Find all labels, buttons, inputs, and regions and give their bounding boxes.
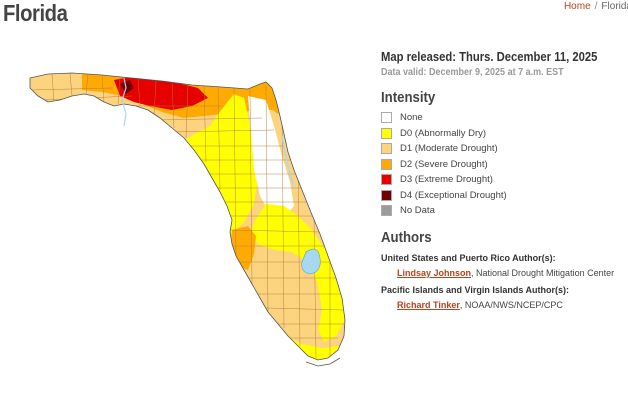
legend-item-no-data: No Data: [381, 203, 626, 219]
intensity-legend: None D0 (Abnormally Dry) D1 (Moderate Dr…: [381, 110, 626, 219]
legend-item-d3: D3 (Extreme Drought): [381, 172, 626, 188]
florida-keys: [305, 357, 341, 367]
author-link-richard-tinker[interactable]: Richard Tinker: [397, 299, 460, 310]
legend-item-d0: D0 (Abnormally Dry): [381, 126, 626, 142]
legend-swatch: [381, 158, 392, 170]
legend-swatch: [381, 143, 392, 155]
apalachicola-river: [121, 77, 127, 127]
page-title: Florida: [3, 0, 68, 26]
breadcrumb-current: Florida: [601, 1, 628, 12]
legend-item-d1: D1 (Moderate Drought): [381, 141, 626, 157]
authors-heading: Authors: [381, 228, 432, 246]
breadcrumb-home-link[interactable]: Home: [563, 1, 591, 12]
map-released-date: Map released: Thurs. December 11, 2025: [381, 50, 598, 64]
legend-swatch: [381, 127, 392, 139]
info-panel: Map released: Thurs. December 11, 2025 D…: [381, 50, 626, 310]
legend-swatch: [381, 174, 392, 186]
legend-swatch: [381, 112, 392, 124]
legend-swatch: [381, 205, 392, 217]
intensity-heading: Intensity: [381, 89, 436, 106]
drought-map: [22, 66, 354, 392]
drought-areas: [30, 73, 345, 360]
county-lines: [30, 73, 345, 359]
pacific-author: Richard Tinker, NOAA/NWS/NCEP/CPC: [397, 299, 563, 310]
legend-item-d4: D4 (Exceptional Drought): [381, 188, 626, 204]
breadcrumb: Home/Florida: [564, 1, 628, 12]
us-author: Lindsay Johnson, National Drought Mitiga…: [397, 267, 615, 278]
legend-swatch: [381, 189, 392, 201]
us-authors-heading: United States and Puerto Rico Author(s):: [381, 252, 556, 263]
lake-okeechobee: [301, 248, 321, 275]
data-valid-date: Data valid: December 9, 2025 at 7 a.m. E…: [381, 67, 564, 78]
legend-item-d2: D2 (Severe Drought): [381, 157, 626, 173]
florida-outline: [29, 72, 346, 361]
legend-item-none: None: [381, 110, 626, 126]
author-link-lindsay-johnson[interactable]: Lindsay Johnson: [397, 267, 472, 278]
pacific-authors-heading: Pacific Islands and Virgin Islands Autho…: [381, 284, 570, 295]
florida-map-svg: [29, 72, 346, 367]
st-johns-river: [281, 135, 295, 189]
